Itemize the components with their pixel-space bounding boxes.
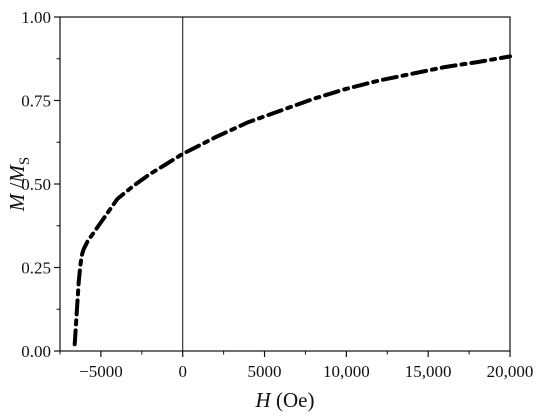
magnetization-curve (72, 54, 512, 347)
y-axis-denominator: M (5, 164, 29, 184)
svg-text:M /MS: M /MS (5, 157, 33, 212)
x-axis-unit: (Oe) (271, 388, 315, 412)
x-tick-label: 10,000 (323, 362, 370, 381)
y-tick-label: 0.00 (21, 342, 51, 361)
y-tick-label: 0.25 (21, 259, 51, 278)
y-tick-label: 1.00 (21, 8, 51, 27)
y-axis: 0.00 0.25 0.50 0.75 1.00 (21, 8, 60, 361)
y-axis-title: M /MS (5, 157, 33, 212)
x-axis: −5000 0 5000 10,000 15,000 20,000 (59, 351, 534, 381)
y-tick-label: 0.50 (21, 175, 51, 194)
x-tick-label: 5000 (248, 362, 282, 381)
y-tick-label: 0.75 (21, 92, 51, 111)
x-tick-label: −5000 (79, 362, 123, 381)
x-tick-label: 15,000 (405, 362, 452, 381)
y-axis-slash: / (5, 182, 29, 193)
y-axis-numerator: M (5, 192, 29, 212)
x-axis-variable: H (255, 388, 273, 412)
x-tick-label: 0 (178, 362, 187, 381)
series-layer (72, 54, 512, 347)
x-tick-label: 20,000 (487, 362, 534, 381)
x-axis-title: H (Oe) (255, 388, 315, 412)
y-axis-subscript: S (17, 157, 33, 165)
